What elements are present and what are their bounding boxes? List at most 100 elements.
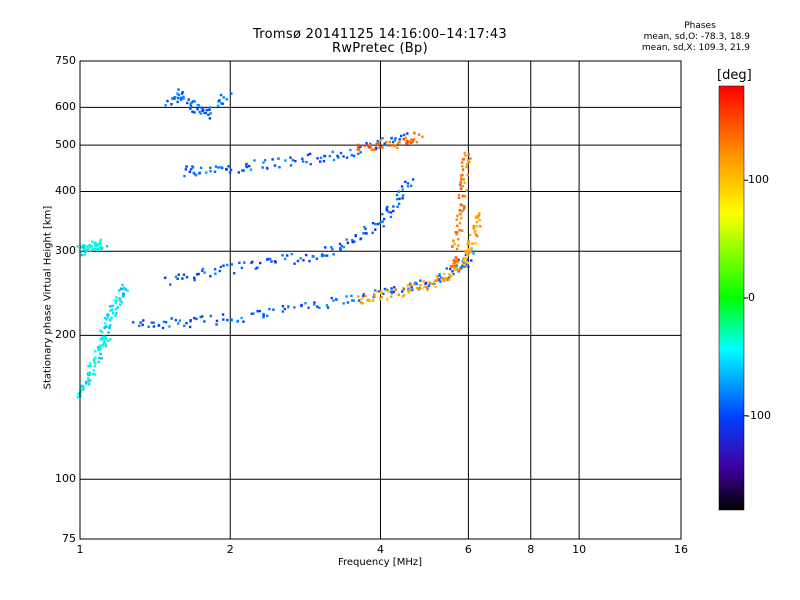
echo-point <box>176 100 179 104</box>
echo-point <box>449 267 452 271</box>
echo-point <box>421 287 424 290</box>
echo-point <box>461 264 464 268</box>
echo-point <box>370 148 374 151</box>
echo-point <box>393 286 396 289</box>
echo-point <box>452 262 455 265</box>
echo-point <box>99 242 102 246</box>
echo-point <box>474 230 477 233</box>
echo-point <box>397 293 400 297</box>
echo-point <box>351 240 354 244</box>
echo-point <box>256 266 259 269</box>
echo-point <box>189 168 193 171</box>
echo-point <box>461 168 465 171</box>
echo-point <box>373 148 376 151</box>
echo-point <box>438 274 441 277</box>
echo-point <box>82 247 85 251</box>
echo-point <box>152 325 156 328</box>
echo-point <box>476 216 480 219</box>
echo-point <box>340 244 343 248</box>
echo-point <box>357 143 360 147</box>
echo-point <box>104 345 108 348</box>
echo-point <box>404 136 407 140</box>
echo-point <box>164 104 167 107</box>
echo-point <box>209 166 212 169</box>
echo-point <box>385 140 388 144</box>
echo-point <box>108 338 112 341</box>
echo-point <box>379 139 382 142</box>
echo-point <box>415 286 419 290</box>
echo-point <box>402 137 405 141</box>
echo-point <box>457 258 460 262</box>
echo-point <box>176 92 179 95</box>
echo-point <box>320 254 324 258</box>
echo-point <box>208 117 212 120</box>
echo-point <box>208 108 211 111</box>
echo-point <box>185 165 188 168</box>
echo-point <box>475 215 479 218</box>
echo-point <box>117 289 121 292</box>
echo-point <box>95 247 98 250</box>
echo-point <box>475 234 479 238</box>
echo-point <box>177 96 180 100</box>
echo-point <box>472 252 475 255</box>
echo-point <box>182 97 185 100</box>
echo-point <box>409 284 413 287</box>
echo-point <box>400 185 404 188</box>
echo-point <box>406 140 410 143</box>
echo-point <box>451 244 454 248</box>
echo-point <box>357 146 360 149</box>
echo-point <box>433 280 436 284</box>
echo-point <box>468 233 472 237</box>
echo-point <box>389 215 393 219</box>
echo-point <box>394 288 398 291</box>
echo-point <box>89 364 92 368</box>
echo-point <box>454 267 457 271</box>
y-axis-label: Stationary phase Virtual Height [km] <box>42 205 54 390</box>
echo-point <box>460 209 463 213</box>
echo-point <box>173 96 176 99</box>
echo-point <box>459 183 462 187</box>
echo-point <box>352 299 355 302</box>
echo-point <box>359 145 362 149</box>
echo-point <box>379 292 383 295</box>
echo-point <box>463 181 466 185</box>
echo-point <box>185 275 189 279</box>
echo-point <box>99 246 102 249</box>
echo-point <box>85 249 89 253</box>
echo-point <box>479 224 482 228</box>
echo-point <box>80 245 83 249</box>
echo-point <box>199 112 202 115</box>
echo-point <box>184 168 188 171</box>
echo-point <box>412 138 415 141</box>
echo-point <box>337 156 340 159</box>
echo-point <box>358 148 361 152</box>
echo-point <box>209 112 212 115</box>
echo-point <box>189 106 193 109</box>
echo-point <box>99 238 102 242</box>
phase-stats: Phases mean, sd,O: -78.3, 18.9 mean, sd,… <box>590 21 750 54</box>
echo-point <box>262 314 265 317</box>
echo-point <box>87 380 90 383</box>
echo-point <box>378 142 381 146</box>
echo-point <box>87 365 90 368</box>
echo-point <box>114 307 117 311</box>
echo-point <box>108 318 112 322</box>
echo-point <box>97 360 100 364</box>
echo-point <box>180 92 184 95</box>
echo-point <box>96 247 100 250</box>
echo-point <box>457 196 461 200</box>
echo-point <box>182 95 185 99</box>
echo-point <box>381 146 384 149</box>
echo-point <box>88 379 92 382</box>
echo-point <box>177 88 180 91</box>
echo-point <box>380 220 383 224</box>
echo-point <box>359 237 363 240</box>
echo-point <box>166 99 169 103</box>
echo-point <box>313 303 316 306</box>
y-tick-label: 400 <box>55 184 76 198</box>
echo-point <box>118 299 122 303</box>
echo-point <box>389 295 393 298</box>
echo-point <box>196 107 199 111</box>
echo-point <box>377 290 380 293</box>
x-tick-label: 1 <box>76 543 84 556</box>
